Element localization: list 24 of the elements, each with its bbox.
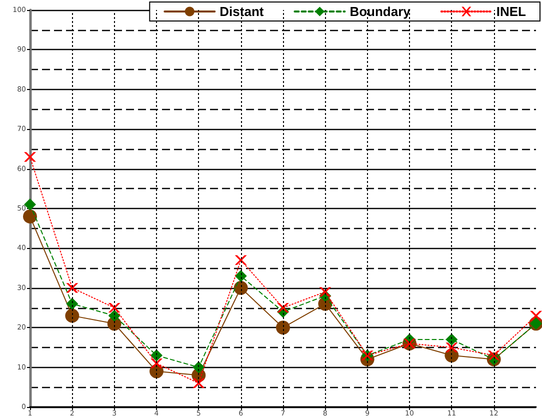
point: [66, 283, 78, 293]
point: [446, 334, 458, 346]
point: [150, 349, 162, 362]
point: [276, 320, 290, 335]
point: [192, 361, 205, 374]
point: [488, 350, 500, 360]
legend-label: Boundary: [350, 4, 412, 19]
point: [108, 310, 120, 322]
point: [65, 308, 80, 323]
point: [192, 378, 205, 388]
point: [530, 310, 542, 320]
point: [23, 209, 37, 224]
point: [234, 255, 247, 265]
legend-label: Distant: [220, 4, 264, 19]
point: [404, 338, 416, 348]
point: [24, 198, 36, 211]
point: [234, 270, 247, 282]
point: [319, 287, 332, 297]
legend-label: INEL: [496, 4, 526, 19]
point: [446, 342, 458, 352]
point: [66, 298, 78, 310]
point: [24, 152, 36, 162]
point: [108, 302, 120, 313]
point: [150, 358, 162, 368]
